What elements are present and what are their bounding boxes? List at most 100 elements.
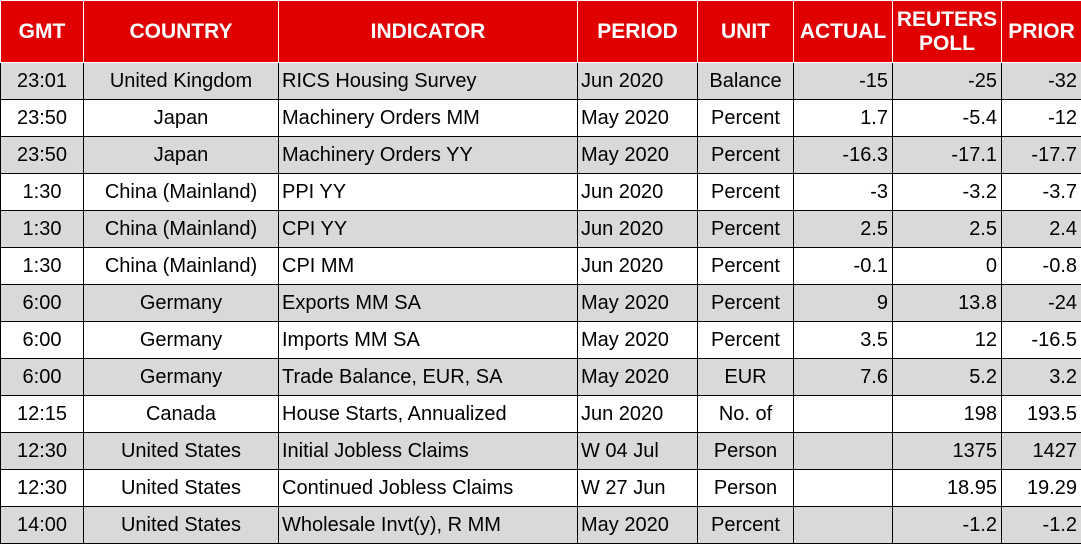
table-cell: May 2020 — [578, 322, 698, 359]
table-cell: 9 — [794, 285, 893, 322]
table-cell: 23:50 — [1, 100, 84, 137]
table-cell: May 2020 — [578, 507, 698, 544]
table-cell: United States — [84, 433, 279, 470]
table-cell: 14:00 — [1, 507, 84, 544]
table-cell: Jun 2020 — [578, 248, 698, 285]
table-cell — [794, 470, 893, 507]
table-cell: 1:30 — [1, 174, 84, 211]
table-cell: -17.1 — [893, 137, 1002, 174]
table-cell: 6:00 — [1, 285, 84, 322]
table-cell: -0.1 — [794, 248, 893, 285]
table-cell: Germany — [84, 359, 279, 396]
table-cell: W 27 Jun — [578, 470, 698, 507]
table-cell: Percent — [698, 211, 794, 248]
table-cell: -1.2 — [1002, 507, 1081, 544]
table-cell: Trade Balance, EUR, SA — [279, 359, 578, 396]
table-cell: Percent — [698, 137, 794, 174]
table-cell: -12 — [1002, 100, 1081, 137]
table-cell: United States — [84, 470, 279, 507]
table-cell: CPI YY — [279, 211, 578, 248]
table-cell: No. of — [698, 396, 794, 433]
table-cell: 0 — [893, 248, 1002, 285]
table-cell: May 2020 — [578, 100, 698, 137]
table-cell: 1.7 — [794, 100, 893, 137]
table-cell: PPI YY — [279, 174, 578, 211]
table-cell: United States — [84, 507, 279, 544]
table-cell: Percent — [698, 248, 794, 285]
table-cell: 3.2 — [1002, 359, 1081, 396]
table-cell: Percent — [698, 322, 794, 359]
table-cell: Japan — [84, 137, 279, 174]
table-cell: 12:30 — [1, 433, 84, 470]
table-cell: -1.2 — [893, 507, 1002, 544]
table-cell: RICS Housing Survey — [279, 63, 578, 100]
column-header: PERIOD — [578, 1, 698, 63]
table-cell: Wholesale Invt(y), R MM — [279, 507, 578, 544]
column-header: ACTUAL — [794, 1, 893, 63]
table-cell: 2.5 — [794, 211, 893, 248]
table-cell: 12:15 — [1, 396, 84, 433]
table-cell: CPI MM — [279, 248, 578, 285]
table-cell: -32 — [1002, 63, 1081, 100]
table-cell: Continued Jobless Claims — [279, 470, 578, 507]
table-cell — [794, 433, 893, 470]
table-cell: 198 — [893, 396, 1002, 433]
table-cell: 1427 — [1002, 433, 1081, 470]
table-cell: Person — [698, 470, 794, 507]
table-cell: 1:30 — [1, 248, 84, 285]
table-cell: House Starts, Annualized — [279, 396, 578, 433]
table-cell: Percent — [698, 174, 794, 211]
column-header: GMT — [1, 1, 84, 63]
table-cell: 18.95 — [893, 470, 1002, 507]
table-cell: -16.3 — [794, 137, 893, 174]
table-cell: Jun 2020 — [578, 396, 698, 433]
table-cell: China (Mainland) — [84, 174, 279, 211]
table-cell: 12 — [893, 322, 1002, 359]
table-cell: Jun 2020 — [578, 174, 698, 211]
table-cell: Percent — [698, 507, 794, 544]
column-header: INDICATOR — [279, 1, 578, 63]
table-cell: -3.2 — [893, 174, 1002, 211]
table-cell: 23:50 — [1, 137, 84, 174]
table-cell: -17.7 — [1002, 137, 1081, 174]
table-cell: -3.7 — [1002, 174, 1081, 211]
table-cell: Exports MM SA — [279, 285, 578, 322]
table-cell: May 2020 — [578, 359, 698, 396]
table-cell: -0.8 — [1002, 248, 1081, 285]
table-cell: Germany — [84, 322, 279, 359]
table-cell: Balance — [698, 63, 794, 100]
table-cell: -24 — [1002, 285, 1081, 322]
table-cell: 19.29 — [1002, 470, 1081, 507]
column-header: UNIT — [698, 1, 794, 63]
table-cell: 13.8 — [893, 285, 1002, 322]
table-cell: 6:00 — [1, 359, 84, 396]
table-cell: Person — [698, 433, 794, 470]
table-cell: China (Mainland) — [84, 211, 279, 248]
table-cell: May 2020 — [578, 285, 698, 322]
table-cell: -16.5 — [1002, 322, 1081, 359]
table-cell: 2.4 — [1002, 211, 1081, 248]
table-cell: -5.4 — [893, 100, 1002, 137]
table-cell: Imports MM SA — [279, 322, 578, 359]
column-header: REUTERS POLL — [893, 1, 1002, 63]
table-cell: May 2020 — [578, 137, 698, 174]
table-cell: Machinery Orders YY — [279, 137, 578, 174]
table-cell: Machinery Orders MM — [279, 100, 578, 137]
table-cell — [794, 507, 893, 544]
table-cell: Canada — [84, 396, 279, 433]
table-cell: Jun 2020 — [578, 63, 698, 100]
